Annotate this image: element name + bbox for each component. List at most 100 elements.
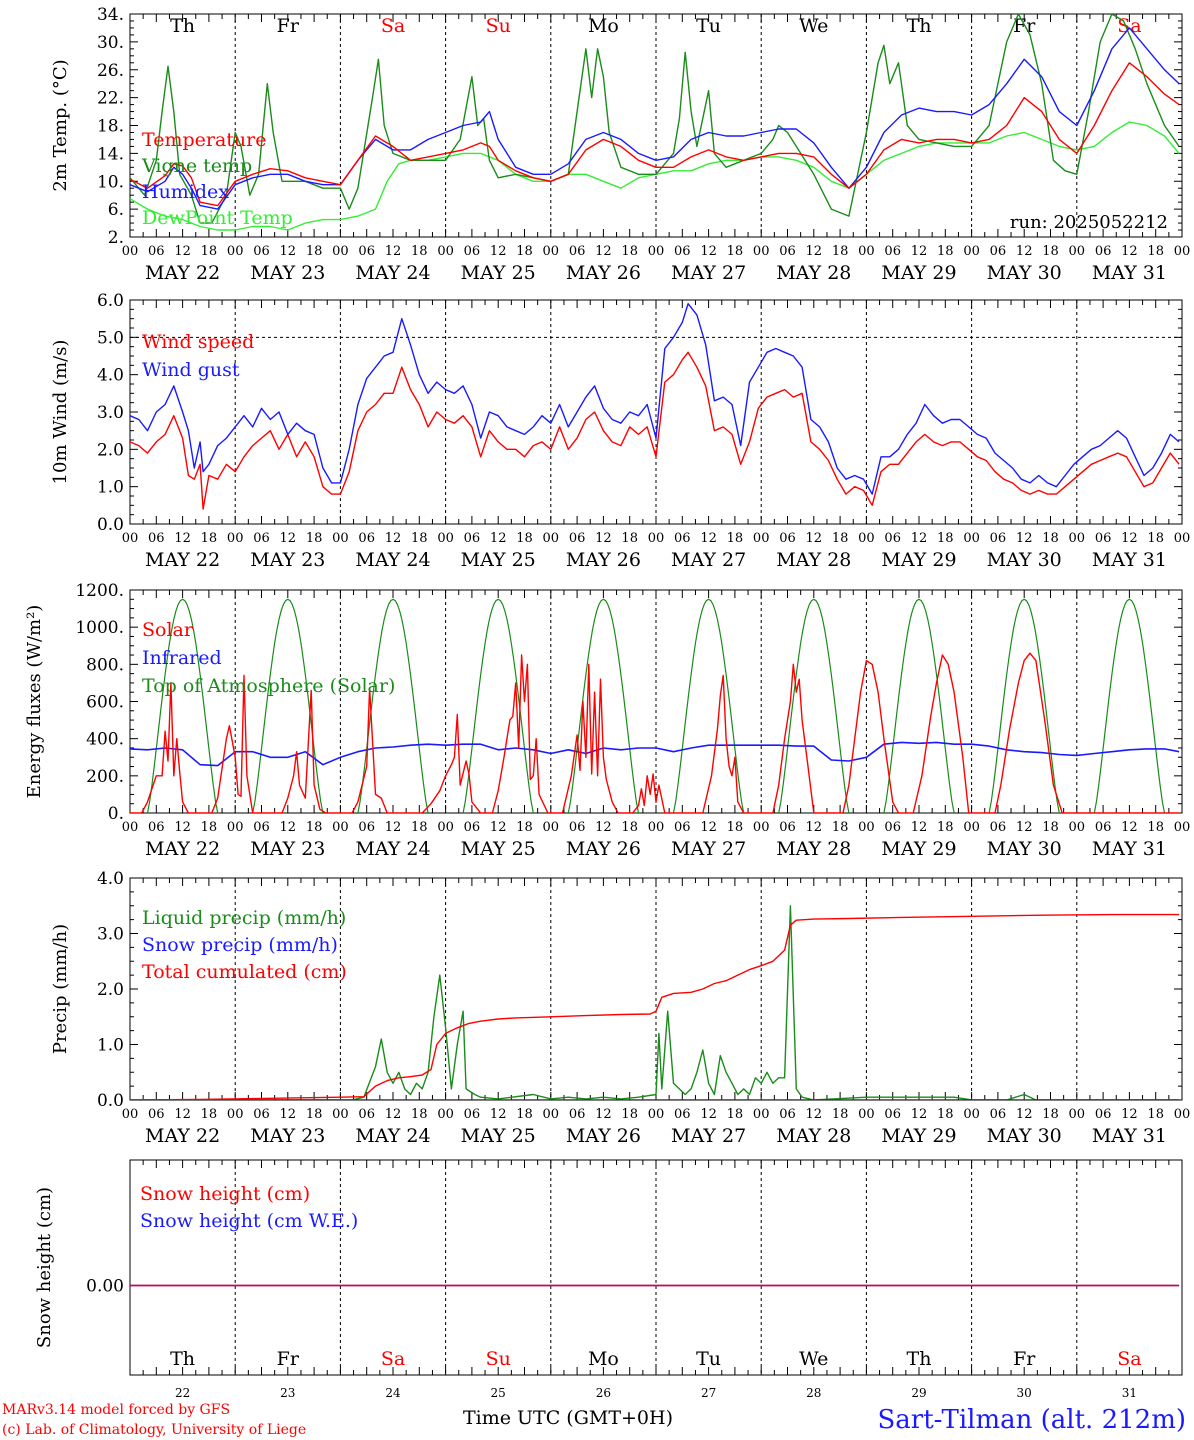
date-label: MAY 25 [461,262,536,284]
y-axis-title: Precip (mm/h) [50,924,71,1054]
legend-humidex: Humidex [142,181,229,203]
date-label: MAY 22 [145,549,220,571]
hour-label: 06 [464,244,481,259]
hour-label: 12 [490,531,507,546]
date-label: MAY 24 [355,262,430,284]
hour-label: 00 [1174,244,1191,259]
hour-label: 12 [595,820,612,835]
date-label: MAY 28 [776,838,851,860]
hour-label: 00 [227,531,244,546]
hour-label: 06 [779,531,796,546]
date-label: MAY 30 [987,838,1062,860]
hour-label: 18 [1147,531,1164,546]
weekday-label: Su [486,1348,511,1370]
y-axis-title: Energy fluxes (W/m²) [24,605,45,799]
hour-label: 00 [122,531,139,546]
hour-label: 06 [148,244,165,259]
hour-label: 06 [884,820,901,835]
hour-label: 00 [332,531,349,546]
hour-label: 06 [464,820,481,835]
hour-label: 18 [832,531,849,546]
hour-label: 00 [753,1107,770,1122]
hour-label: 18 [937,531,954,546]
legend-snow-precip-mm-h: Snow precip (mm/h) [142,934,338,956]
hour-label: 12 [595,244,612,259]
y-tick-label: 2.0 [97,440,124,460]
legend-wind-speed: Wind speed [142,331,254,353]
hour-label: 18 [306,820,323,835]
station-label: Sart-Tilman (alt. 212m) [877,1405,1186,1435]
hour-label: 00 [543,244,560,259]
hour-label: 00 [332,1107,349,1122]
hour-label: 00 [858,820,875,835]
legend-dewpoint-temp: DewPoint Temp [142,207,293,229]
date-label: MAY 23 [250,549,325,571]
hour-label: 06 [148,820,165,835]
hour-label: 12 [1121,531,1138,546]
hour-label: 12 [385,244,402,259]
hour-label: 06 [148,531,165,546]
hour-label: 18 [727,244,744,259]
hour-label: 00 [1069,244,1086,259]
hour-label: 06 [1095,820,1112,835]
toa-solar-curve [357,598,429,813]
hour-label: 12 [806,820,823,835]
hour-label: 18 [516,820,533,835]
y-axis-title: Snow height (cm) [34,1187,55,1348]
legend-liquid-precip-mm-h: Liquid precip (mm/h) [142,907,346,929]
chart-panel-4: 0.0 1.0 2.0 3.0 4.0 Precip (mm/h) 00 06 12 18 00 06… [50,869,1190,1147]
y-tick-label: 3.0 [97,403,124,423]
y-tick-label: 14. [97,144,124,164]
hour-label: 00 [437,531,454,546]
hour-label: 06 [569,820,586,835]
hour-label: 18 [621,244,638,259]
hour-label: 12 [174,1107,191,1122]
legend-snow-height-cm-w-e: Snow height (cm W.E.) [140,1210,358,1232]
weekday-label: We [799,1348,828,1370]
hour-label: 00 [227,820,244,835]
hour-label: 06 [569,1107,586,1122]
hour-label: 06 [990,244,1007,259]
hour-label: 12 [280,820,297,835]
y-tick-label: 30. [97,33,124,53]
y-tick-label: 2. [108,228,124,248]
hour-label: 18 [727,1107,744,1122]
hour-label: 06 [148,1107,165,1122]
hour-label: 18 [832,244,849,259]
hour-label: 12 [806,1107,823,1122]
hour-label: 18 [201,820,218,835]
hour-label: 00 [227,244,244,259]
date-label: MAY 28 [776,1125,851,1147]
date-label: MAY 22 [145,262,220,284]
hour-label: 12 [806,244,823,259]
hour-label: 12 [385,1107,402,1122]
hour-label: 18 [411,531,428,546]
weekday-label: Th [170,15,195,37]
toa-solar-curve [146,598,219,813]
y-tick-label: 10. [97,172,124,192]
date-label: MAY 25 [461,549,536,571]
hour-label: 12 [806,531,823,546]
hour-label: 12 [490,1107,507,1122]
hour-label: 00 [543,1107,560,1122]
hour-label: 06 [779,244,796,259]
date-label: MAY 30 [987,262,1062,284]
hour-label: 06 [569,244,586,259]
hour-label: 18 [937,244,954,259]
hour-label: 12 [1016,820,1033,835]
day-number-label: 30 [1017,1386,1032,1400]
date-label: MAY 27 [671,549,746,571]
day-number-label: 26 [596,1386,611,1400]
y-axis-title: 2m Temp. (°C) [50,59,71,191]
hour-label: 12 [911,1107,928,1122]
y-tick-label: 1.0 [97,478,124,498]
hour-label: 00 [858,531,875,546]
date-label: MAY 29 [881,262,956,284]
hour-label: 06 [674,1107,691,1122]
date-label: MAY 31 [1092,262,1167,284]
y-tick-label: 200. [86,767,124,787]
day-number-label: 27 [701,1386,716,1400]
copyright-credit: (c) Lab. of Climatology, University of L… [2,1422,306,1438]
hour-label: 18 [1042,1107,1059,1122]
series-line-2 [130,913,1180,1100]
